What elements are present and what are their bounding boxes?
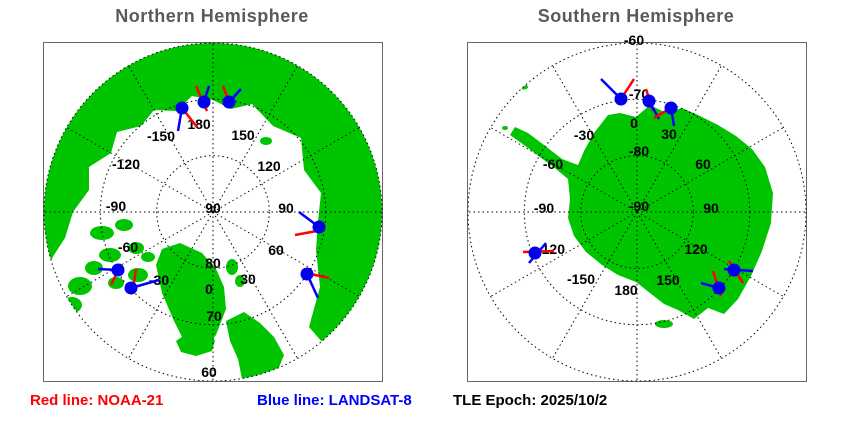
satellite-position-dot — [197, 95, 211, 109]
latitude-label: -60 — [624, 32, 644, 48]
satellite-position-dot — [222, 95, 236, 109]
meridian-line — [636, 127, 784, 213]
satellite-position-dot — [642, 94, 656, 108]
land-shape — [44, 43, 382, 350]
longitude-label: 0 — [630, 115, 638, 131]
north-hemisphere-title: Northern Hemisphere — [115, 6, 309, 26]
satellite-position-dot — [712, 281, 726, 295]
land-shape — [176, 333, 215, 356]
longitude-label: 90 — [703, 200, 719, 216]
satellite-position-dot — [111, 263, 125, 277]
north-hemisphere-map: 180 150 120 90 60 30 0 -30 -60 -90 -120 -150 90 80 70 6… — [43, 42, 383, 382]
land-shape — [226, 312, 284, 381]
meridian-line — [490, 211, 638, 297]
longitude-label: 60 — [268, 242, 284, 258]
island-shape — [128, 242, 144, 254]
land-shape — [156, 243, 226, 355]
legend-noaa21: Red line: NOAA-21 — [30, 392, 164, 409]
latitude-label: -90 — [629, 198, 649, 214]
longitude-label: -90 — [106, 198, 126, 214]
longitude-label: 180 — [187, 116, 211, 132]
longitude-label: 120 — [684, 241, 708, 257]
island-shape — [260, 137, 272, 145]
longitude-label: -150 — [567, 271, 595, 287]
island-shape — [502, 126, 508, 130]
satellite-position-dot — [727, 263, 741, 277]
longitude-label: -60 — [118, 239, 138, 255]
latitude-ring — [467, 42, 807, 382]
latitude-label: 90 — [205, 200, 221, 216]
meridian-line — [212, 211, 360, 297]
island-shape — [90, 226, 114, 240]
latitude-label: -80 — [629, 143, 649, 159]
longitude-label: -30 — [149, 272, 169, 288]
longitude-label: 30 — [661, 126, 677, 142]
longitude-label: 60 — [695, 156, 711, 172]
longitude-label: -150 — [147, 128, 175, 144]
north-landmass — [44, 43, 382, 381]
longitude-label: -30 — [574, 127, 594, 143]
latitude-ring — [580, 155, 694, 269]
south-satellite-markers — [522, 78, 754, 297]
legend-bar: Red line: NOAA-21 Blue line: LANDSAT-8 T… — [0, 392, 850, 412]
longitude-label: 150 — [656, 272, 680, 288]
latitude-label: 70 — [206, 308, 222, 324]
latitude-ring — [43, 42, 383, 382]
satellite-position-dot — [614, 92, 628, 106]
south-hemisphere-title: Southern Hemisphere — [537, 6, 735, 26]
south-map-svg: 0306090120150180-150-120-90-60-30-90-80-… — [467, 32, 807, 382]
island-shape — [226, 259, 238, 275]
meridian-line — [636, 211, 722, 359]
latitude-ring — [156, 155, 270, 269]
south-labels: 0306090120150180-150-120-90-60-30-90-80-… — [534, 32, 719, 298]
meridian-line — [490, 127, 638, 213]
satellite-position-dot — [312, 220, 326, 234]
island-shape — [85, 261, 103, 275]
longitude-label: 120 — [257, 158, 281, 174]
island-shape — [141, 252, 155, 262]
satellite-position-dot — [664, 101, 678, 115]
meridian-line — [128, 211, 214, 359]
satellite-position-dot — [300, 267, 314, 281]
legend-landsat8: Blue line: LANDSAT-8 — [257, 392, 412, 409]
meridian-line — [636, 211, 784, 297]
longitude-label: 0 — [205, 281, 213, 297]
meridian-line — [552, 211, 638, 359]
longitude-label: 180 — [614, 282, 638, 298]
latitude-label: 80 — [205, 255, 221, 271]
longitude-label: -120 — [112, 156, 140, 172]
satellite-position-dot — [175, 101, 189, 115]
island-shape — [235, 275, 245, 287]
longitude-label: -90 — [534, 200, 554, 216]
island-shape — [115, 219, 133, 231]
longitude-label: -60 — [543, 156, 563, 172]
meridian-line — [128, 65, 214, 213]
meridian-line — [212, 211, 298, 359]
meridian-line — [212, 65, 298, 213]
latitude-label: 60 — [201, 364, 217, 380]
meridian-line — [212, 127, 360, 213]
legend-tle-epoch: TLE Epoch: 2025/10/2 — [453, 392, 608, 409]
island-shape — [128, 268, 148, 282]
meridian-line — [636, 65, 722, 213]
south-hemisphere-map: 0 30 60 90 120 150 180 -150 -120 -90 -60 -30 -90 -80-… — [467, 32, 807, 382]
longitude-label: 90 — [278, 200, 294, 216]
north-graticule — [43, 42, 383, 382]
island-shape — [68, 277, 92, 295]
north-satellite-markers — [97, 85, 330, 299]
island-shape — [108, 277, 124, 289]
island-shape — [99, 248, 121, 262]
meridian-line — [552, 65, 638, 213]
meridian-line — [66, 127, 214, 213]
satellite-position-dot — [124, 281, 138, 295]
longitude-label: 30 — [240, 271, 256, 287]
longitude-label: 150 — [231, 127, 255, 143]
satellite-position-dot — [528, 246, 542, 260]
meridian-line — [66, 211, 214, 297]
south-graticule — [467, 42, 807, 382]
